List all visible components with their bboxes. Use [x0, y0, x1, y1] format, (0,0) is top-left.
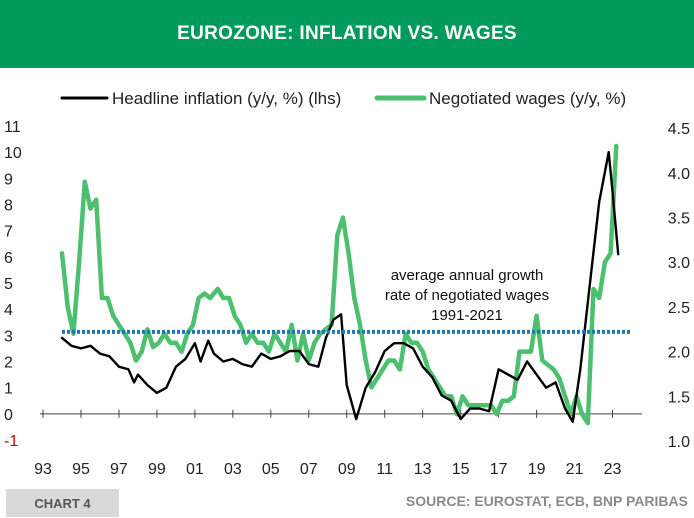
y-right-tick-label: 1.0 — [668, 434, 690, 451]
annotation-line-2: rate of negotiated wages — [384, 287, 550, 304]
x-tick-label: 09 — [338, 461, 356, 478]
legend-label-wages: Negotiated wages (y/y, %) — [429, 89, 626, 108]
series-line-negotiated-wages — [59, 143, 619, 426]
chart-number-label: CHART 4 — [34, 495, 91, 511]
y-left-tick-label: 3 — [4, 328, 13, 345]
x-tick-label: 13 — [414, 461, 432, 478]
y-left-tick-label: -1 — [4, 433, 18, 450]
x-tick-label: 17 — [490, 461, 508, 478]
chart-title-banner: EUROZONE: INFLATION VS. WAGES — [0, 0, 694, 68]
y-right-tick-label: 3.0 — [668, 255, 690, 272]
x-tick-label: 93 — [34, 461, 52, 478]
x-tick-label: 07 — [300, 461, 318, 478]
x-tick-label: 15 — [452, 461, 470, 478]
y-right-tick-label: 4.0 — [668, 166, 690, 183]
annotation-line-1: average annual growth — [390, 267, 544, 284]
legend-label-inflation: Headline inflation (y/y, %) (lhs) — [112, 89, 341, 108]
y-left-tick-label: 4 — [4, 302, 13, 319]
line-chart: 93 95 97 99 01 03 05 07 09 11 13 15 17 19 21 23-1012345… — [4, 89, 690, 478]
y-left-tick-label: 8 — [4, 197, 13, 214]
source-note: SOURCE: EUROSTAT, ECB, BNP PARIBAS — [405, 493, 688, 509]
y-left-tick-label: 7 — [4, 224, 13, 241]
y-left-tick-label: 2 — [4, 354, 13, 371]
y-left-tick-label: 6 — [4, 250, 13, 267]
chart-number-badge: CHART 4 — [6, 489, 119, 517]
y-left-tick-label: 10 — [4, 145, 22, 162]
x-tick-label: 23 — [604, 461, 622, 478]
y-right-tick-label: 3.5 — [668, 211, 690, 228]
y-left-tick-label: 5 — [4, 276, 13, 293]
x-tick-label: 21 — [566, 461, 584, 478]
y-left-tick-label: 11 — [4, 119, 21, 136]
chart-title: EUROZONE: INFLATION VS. WAGES — [177, 23, 517, 44]
x-tick-label: 97 — [110, 461, 128, 478]
x-tick-label: 11 — [376, 461, 393, 478]
annotation-line-3: 1991-2021 — [431, 307, 503, 324]
y-right-tick-label: 4.5 — [668, 121, 690, 138]
y-right-tick-label: 2.5 — [668, 300, 690, 317]
y-right-tick-label: 1.5 — [668, 389, 690, 406]
x-tick-label: 05 — [262, 461, 280, 478]
y-left-tick-label: 9 — [4, 171, 13, 188]
x-tick-label: 03 — [224, 461, 242, 478]
y-left-tick-label: 1 — [4, 381, 13, 398]
x-tick-label: 95 — [72, 461, 90, 478]
x-tick-label: 01 — [186, 461, 204, 478]
average-annotation: average annual growth rate of negotiated… — [362, 266, 572, 326]
y-left-tick-label: 0 — [4, 407, 13, 424]
series-line-headline-inflation — [60, 150, 620, 423]
y-right-tick-label: 2.0 — [668, 345, 690, 362]
x-tick-label: 19 — [528, 461, 546, 478]
x-tick-label: 99 — [148, 461, 166, 478]
